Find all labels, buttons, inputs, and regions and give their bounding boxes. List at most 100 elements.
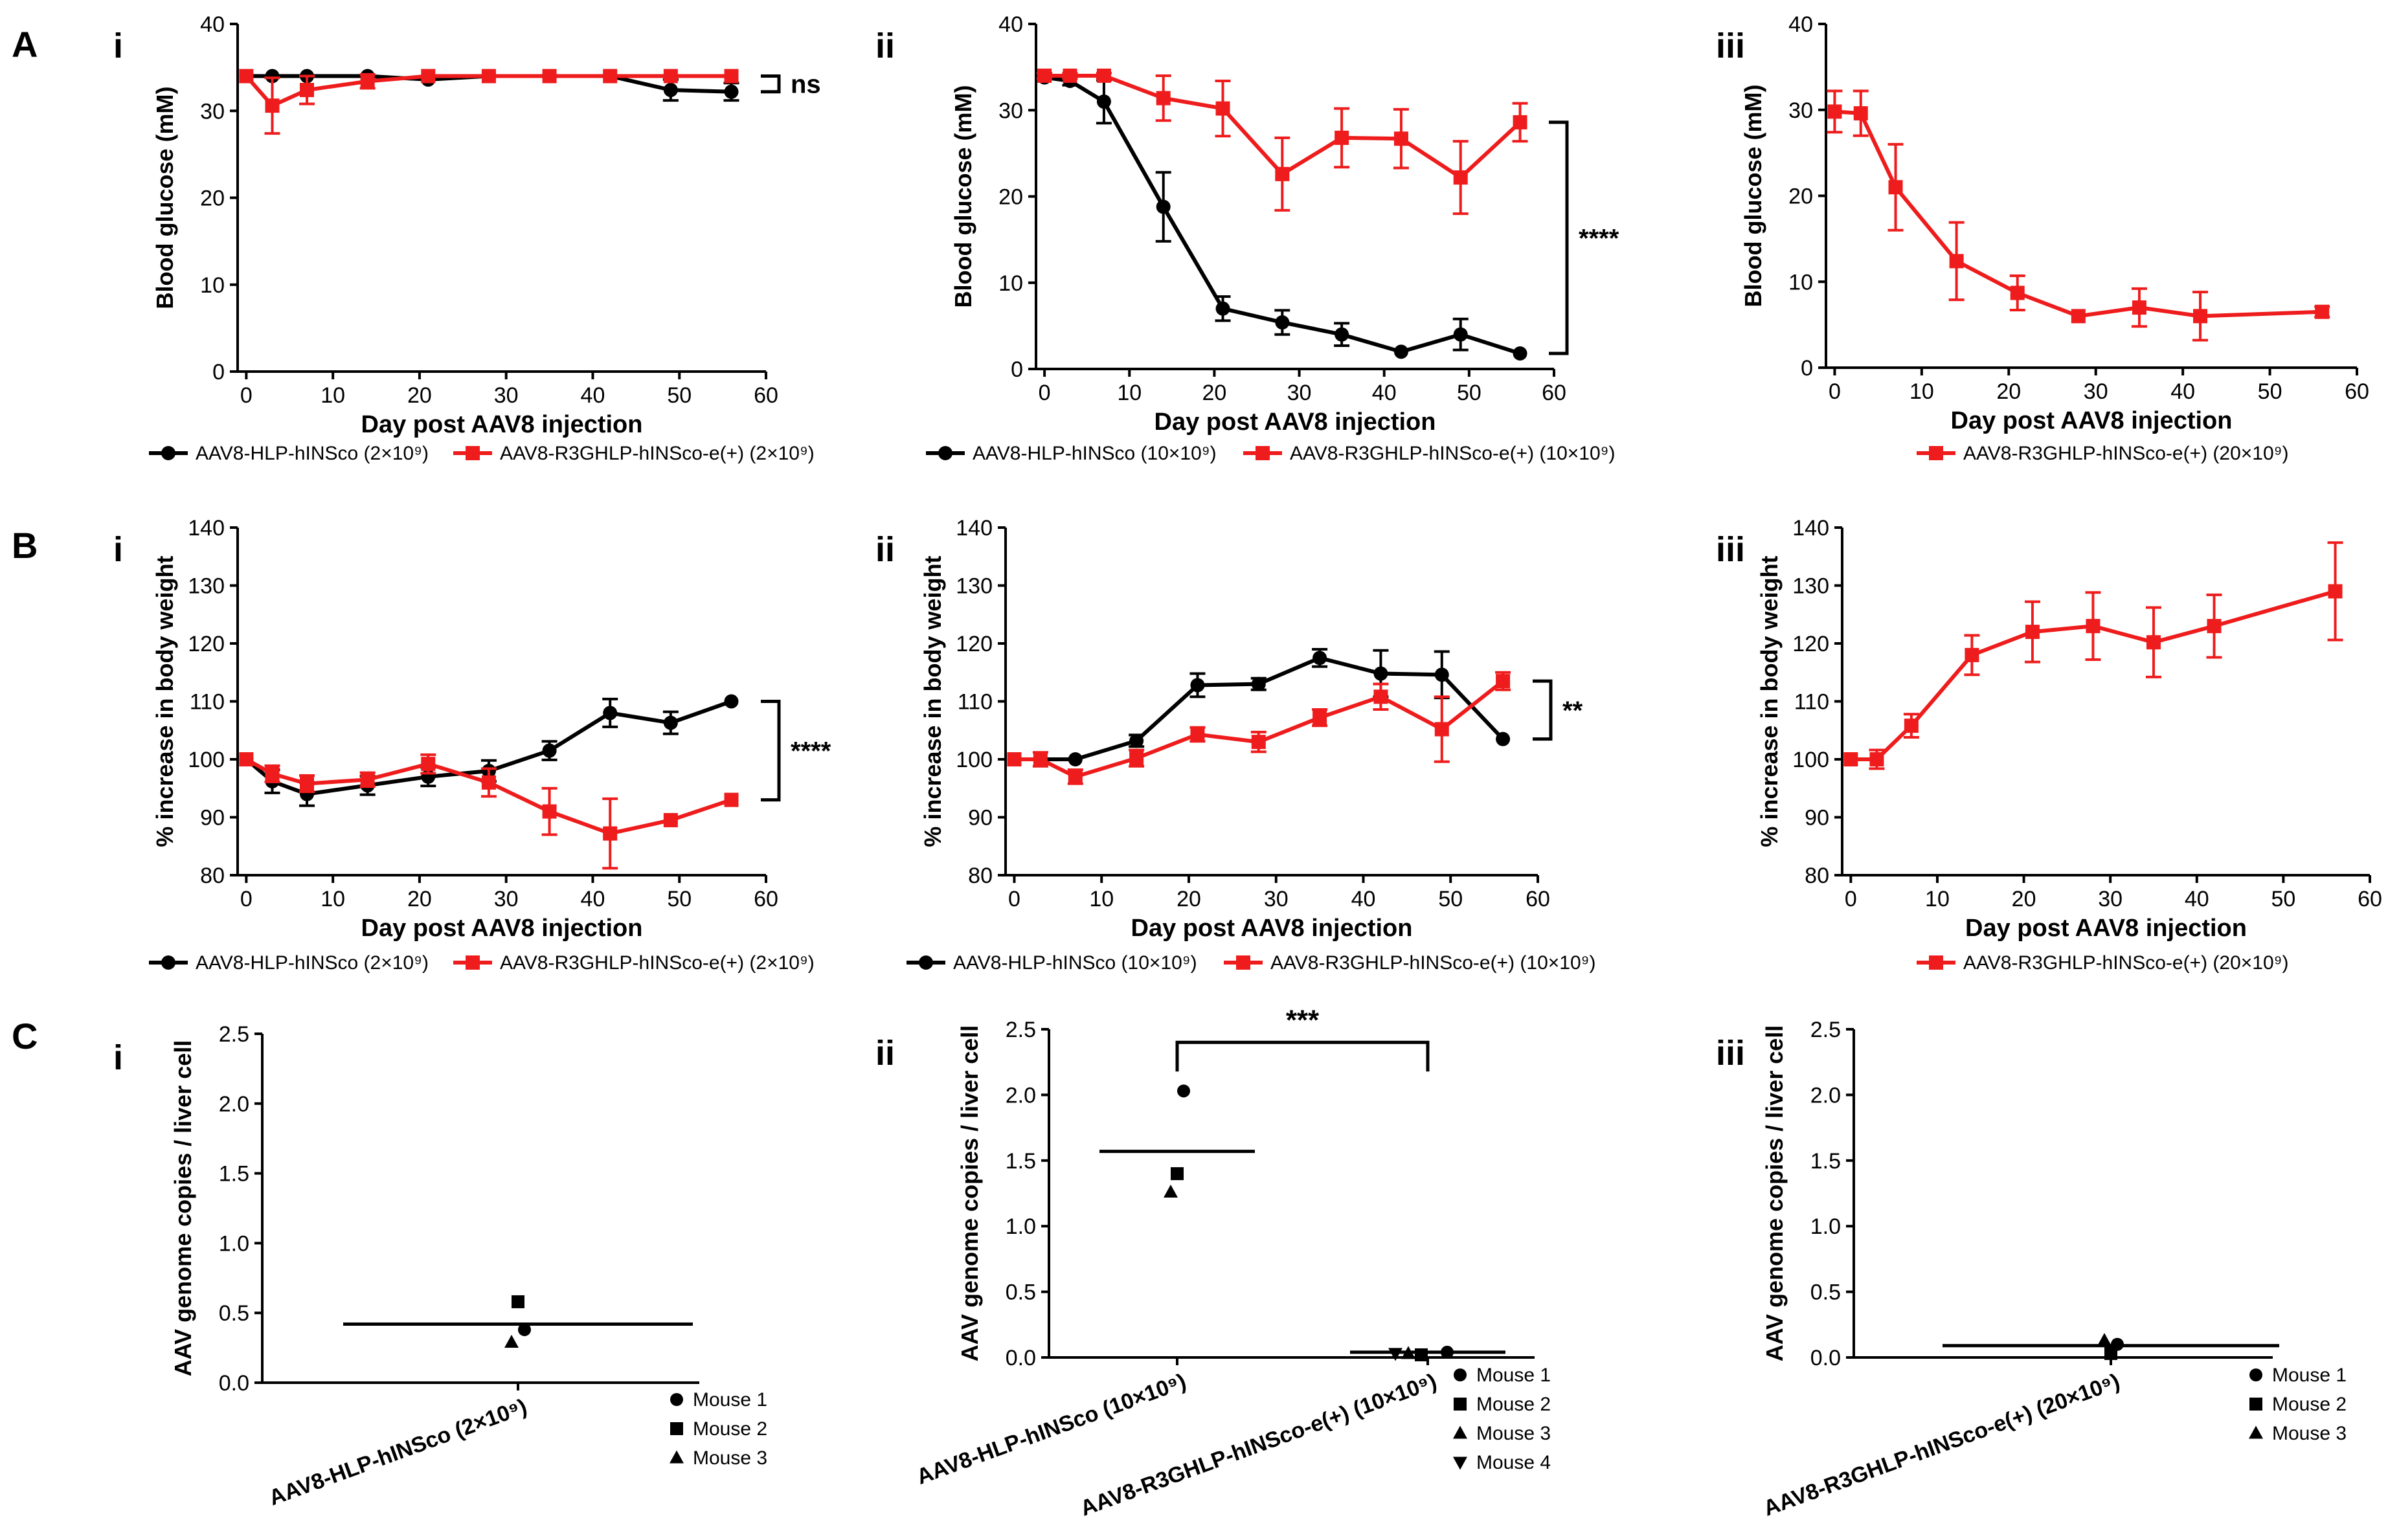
y-tick-label: 1.0 [219, 1231, 249, 1256]
panel-label: iii [1716, 1034, 1745, 1073]
y-tick-label: 40 [200, 12, 225, 37]
x-tick-label: 20 [1202, 381, 1226, 405]
legend-marker [1929, 955, 1943, 970]
legend-label: AAV8-HLP-hINSco (2×10⁹) [196, 443, 429, 464]
section-label-a: A [12, 24, 38, 65]
x-tick-label: 40 [581, 887, 605, 911]
data-point [1275, 315, 1290, 330]
panel-label: ii [875, 1034, 895, 1073]
data-point [663, 715, 678, 730]
section-label-b: B [12, 525, 38, 566]
legend-marker [161, 446, 175, 460]
legend-label: Mouse 3 [693, 1447, 767, 1469]
data-point [2146, 635, 2161, 650]
x-tick-label: 10 [1909, 379, 1934, 404]
y-axis-label: % increase in body weight [152, 555, 178, 847]
legend-marker [670, 1422, 683, 1435]
legend-label: AAV8-R3GHLP-hINSco-e(+) (10×10⁹) [1270, 952, 1596, 974]
series-line [1014, 656, 1505, 761]
data-point [1888, 180, 1903, 195]
y-tick-label: 100 [188, 748, 225, 772]
chart-c-iii: iii 0.0 0.5 1.0 1.5 2.0 2.5 AAV genome copies /… [1716, 1018, 2347, 1521]
data-point [663, 812, 678, 827]
x-tick-label: 50 [1457, 381, 1481, 405]
legend-marker [466, 446, 480, 460]
x-tick-label: 0 [240, 383, 253, 408]
y-tick-label: 20 [998, 185, 1023, 210]
significance-bracket [761, 700, 781, 802]
y-tick-label: 0 [212, 360, 225, 385]
x-tick-label: 60 [1542, 381, 1566, 405]
data-point [239, 69, 254, 84]
y-tick-label: 30 [998, 98, 1023, 123]
y-tick-label: 120 [956, 632, 993, 656]
data-point [265, 98, 280, 113]
data-point [542, 743, 557, 758]
x-tick-label: 50 [1438, 887, 1463, 911]
data-point [2071, 309, 2086, 324]
series-red [1037, 68, 1528, 216]
data-point [1373, 689, 1388, 704]
x-tick-label: 30 [1264, 887, 1289, 911]
data-point [1513, 346, 1527, 361]
y-tick-label: 80 [1805, 864, 1829, 888]
legend-marker [1454, 1368, 1467, 1381]
data-point [1401, 1346, 1415, 1359]
x-tick-label: 30 [1287, 381, 1312, 405]
x-tick-label: 20 [1177, 887, 1201, 911]
legend-marker [1453, 1456, 1467, 1470]
legend-label: AAV8-HLP-hINSco (10×10⁹) [953, 952, 1197, 974]
y-axis-label: % increase in body weight [919, 555, 946, 847]
series-line [1014, 679, 1504, 779]
y-tick-label: 2.0 [1810, 1083, 1841, 1108]
y-tick-label: 40 [1788, 12, 1813, 37]
legend-label: Mouse 3 [2272, 1423, 2347, 1444]
y-tick-label: 100 [956, 748, 993, 772]
x-tick-label: 10 [321, 887, 345, 911]
chart-b-i: i 80 90 100 110 120 130 140 0 10 20 30 40 50 60 Day pos… [113, 516, 831, 974]
x-axis-label: Day post AAV8 injection [1131, 915, 1413, 942]
data-point [1215, 101, 1230, 116]
series-red [239, 69, 739, 135]
data-point [2025, 625, 2040, 640]
data-point [239, 752, 254, 766]
x-tick-label: 0 [240, 887, 253, 911]
legend-marker [938, 446, 952, 460]
y-tick-label: 20 [1788, 184, 1813, 209]
x-tick-label: 50 [667, 383, 692, 408]
series-line [245, 74, 732, 108]
series-black [1037, 70, 1527, 361]
data-point [1312, 710, 1327, 725]
significance-bracket [1549, 120, 1569, 355]
data-point [1415, 1348, 1428, 1361]
x-tick-label: 20 [2012, 887, 2036, 911]
x-tick-label: 50 [2271, 887, 2295, 911]
significance-bracket [1175, 1040, 1430, 1072]
x-tick-label: 30 [2084, 379, 2108, 404]
y-axis-label: Blood glucose (mM) [152, 87, 178, 309]
data-point [1007, 752, 1022, 766]
legend-label: Mouse 2 [693, 1418, 767, 1440]
y-tick-label: 140 [956, 516, 993, 541]
data-point [300, 83, 315, 98]
data-point [421, 69, 436, 84]
significance-bracket [1533, 679, 1553, 741]
data-point [2010, 285, 2025, 300]
y-tick-label: 1.0 [1006, 1214, 1036, 1239]
data-point [2207, 619, 2222, 634]
data-point [663, 69, 678, 84]
data-point [1129, 751, 1144, 766]
data-point [1171, 1167, 1184, 1181]
legend-marker [1236, 955, 1250, 970]
legend-marker [1453, 1425, 1467, 1439]
x-tick-label: 30 [494, 887, 519, 911]
data-point [1965, 647, 1979, 662]
legend-label: Mouse 4 [1476, 1452, 1551, 1473]
x-tick-label: 40 [581, 383, 605, 408]
legend-label: AAV8-HLP-hINSco (10×10⁹) [973, 443, 1217, 464]
legend-marker [1929, 446, 1943, 460]
x-axis-label: Day post AAV8 injection [1951, 407, 2233, 434]
x-tick-label: 30 [2098, 887, 2123, 911]
panel-label: iii [1716, 27, 1745, 65]
y-tick-label: 130 [956, 574, 993, 599]
